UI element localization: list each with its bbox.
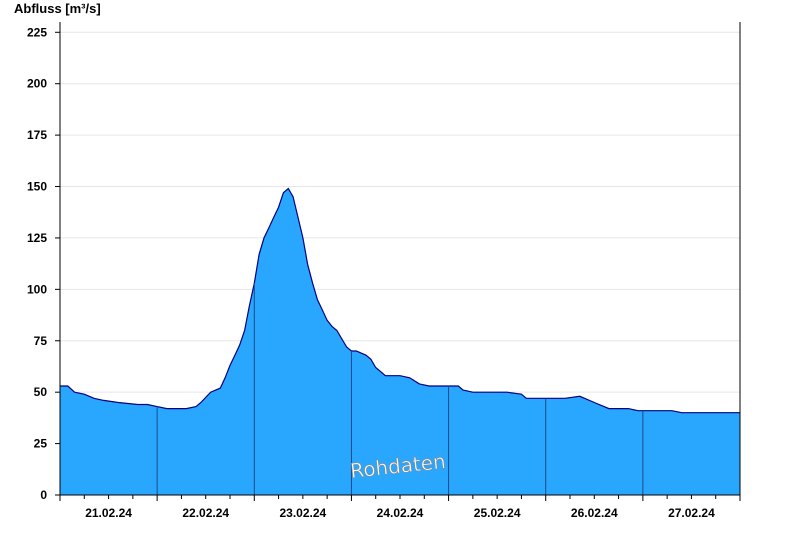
x-tick-label: 23.02.24 — [279, 506, 326, 520]
y-tick-label: 50 — [34, 385, 48, 399]
x-tick-label: 27.02.24 — [668, 506, 715, 520]
discharge-line — [60, 187, 740, 414]
day-dividers — [156, 283, 644, 495]
y-tick-label: 100 — [27, 282, 47, 296]
y-tick-label: 225 — [27, 25, 47, 39]
discharge-area — [60, 188, 740, 495]
y-tick-label: 150 — [27, 180, 47, 194]
y-tick-label: 25 — [34, 437, 48, 451]
y-ticks: 0 25 50 75 100 125 150 175 200 225 — [27, 25, 60, 502]
x-tick-label: 26.02.24 — [571, 506, 618, 520]
x-ticks: 21.02.24 22.02.24 23.02.24 24.02.24 25.02.24… — [59, 495, 741, 520]
y-tick-label: 200 — [27, 77, 47, 91]
x-tick-label: 21.02.24 — [85, 506, 132, 520]
y-tick-label: 0 — [40, 488, 47, 502]
y-axis-label: Abfluss [m³/s] — [14, 1, 101, 16]
y-tick-label: 175 — [27, 128, 47, 142]
x-tick-label: 25.02.24 — [474, 506, 521, 520]
x-tick-label: 22.02.24 — [182, 506, 229, 520]
x-tick-label: 24.02.24 — [377, 506, 424, 520]
y-tick-label: 75 — [34, 334, 48, 348]
y-tick-label: 125 — [27, 231, 47, 245]
